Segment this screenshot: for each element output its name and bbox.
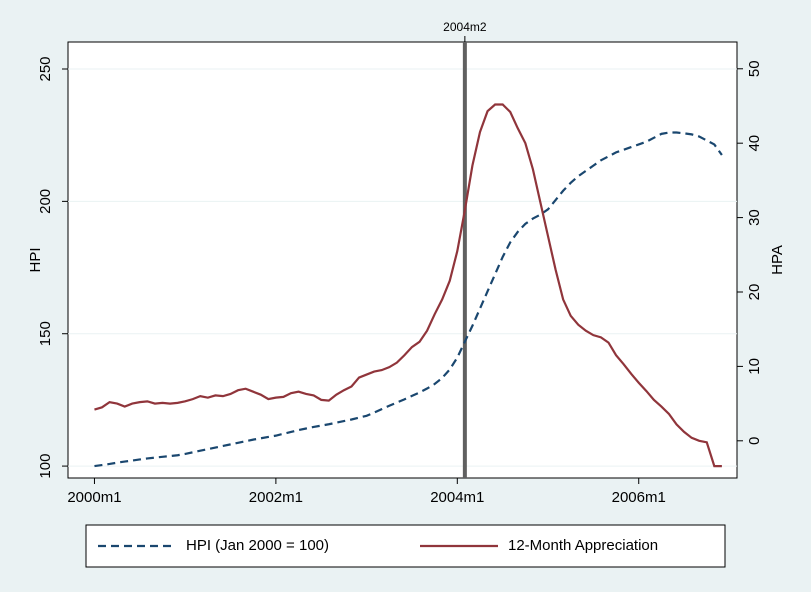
reference-label: 2004m2 [443,20,487,34]
x-tick-label: 2000m1 [67,489,121,506]
y2-tick-label: 20 [746,284,763,301]
y2-tick-label: 40 [746,135,763,152]
y-tick-label: 150 [37,321,54,346]
y-tick-label: 200 [37,189,54,214]
legend-label: HPI (Jan 2000 = 100) [186,537,329,554]
y2-tick-label: 50 [746,60,763,77]
y2-tick-label: 30 [746,209,763,226]
x-tick-label: 2004m1 [430,489,484,506]
legend-label: 12-Month Appreciation [508,537,658,554]
y-tick-label: 100 [37,454,54,479]
series-line [94,131,723,468]
y-axis-title: HPI [27,247,44,272]
y2-tick-label: 0 [746,437,763,445]
y2-tick-label: 10 [746,358,763,375]
series-line [94,103,722,468]
plot-area [67,41,738,479]
x-tick-label: 2006m1 [612,489,666,506]
legend [85,524,726,568]
x-tick-label: 2002m1 [249,489,303,506]
y-tick-label: 250 [37,56,54,81]
y2-axis-title: HPA [769,245,786,275]
